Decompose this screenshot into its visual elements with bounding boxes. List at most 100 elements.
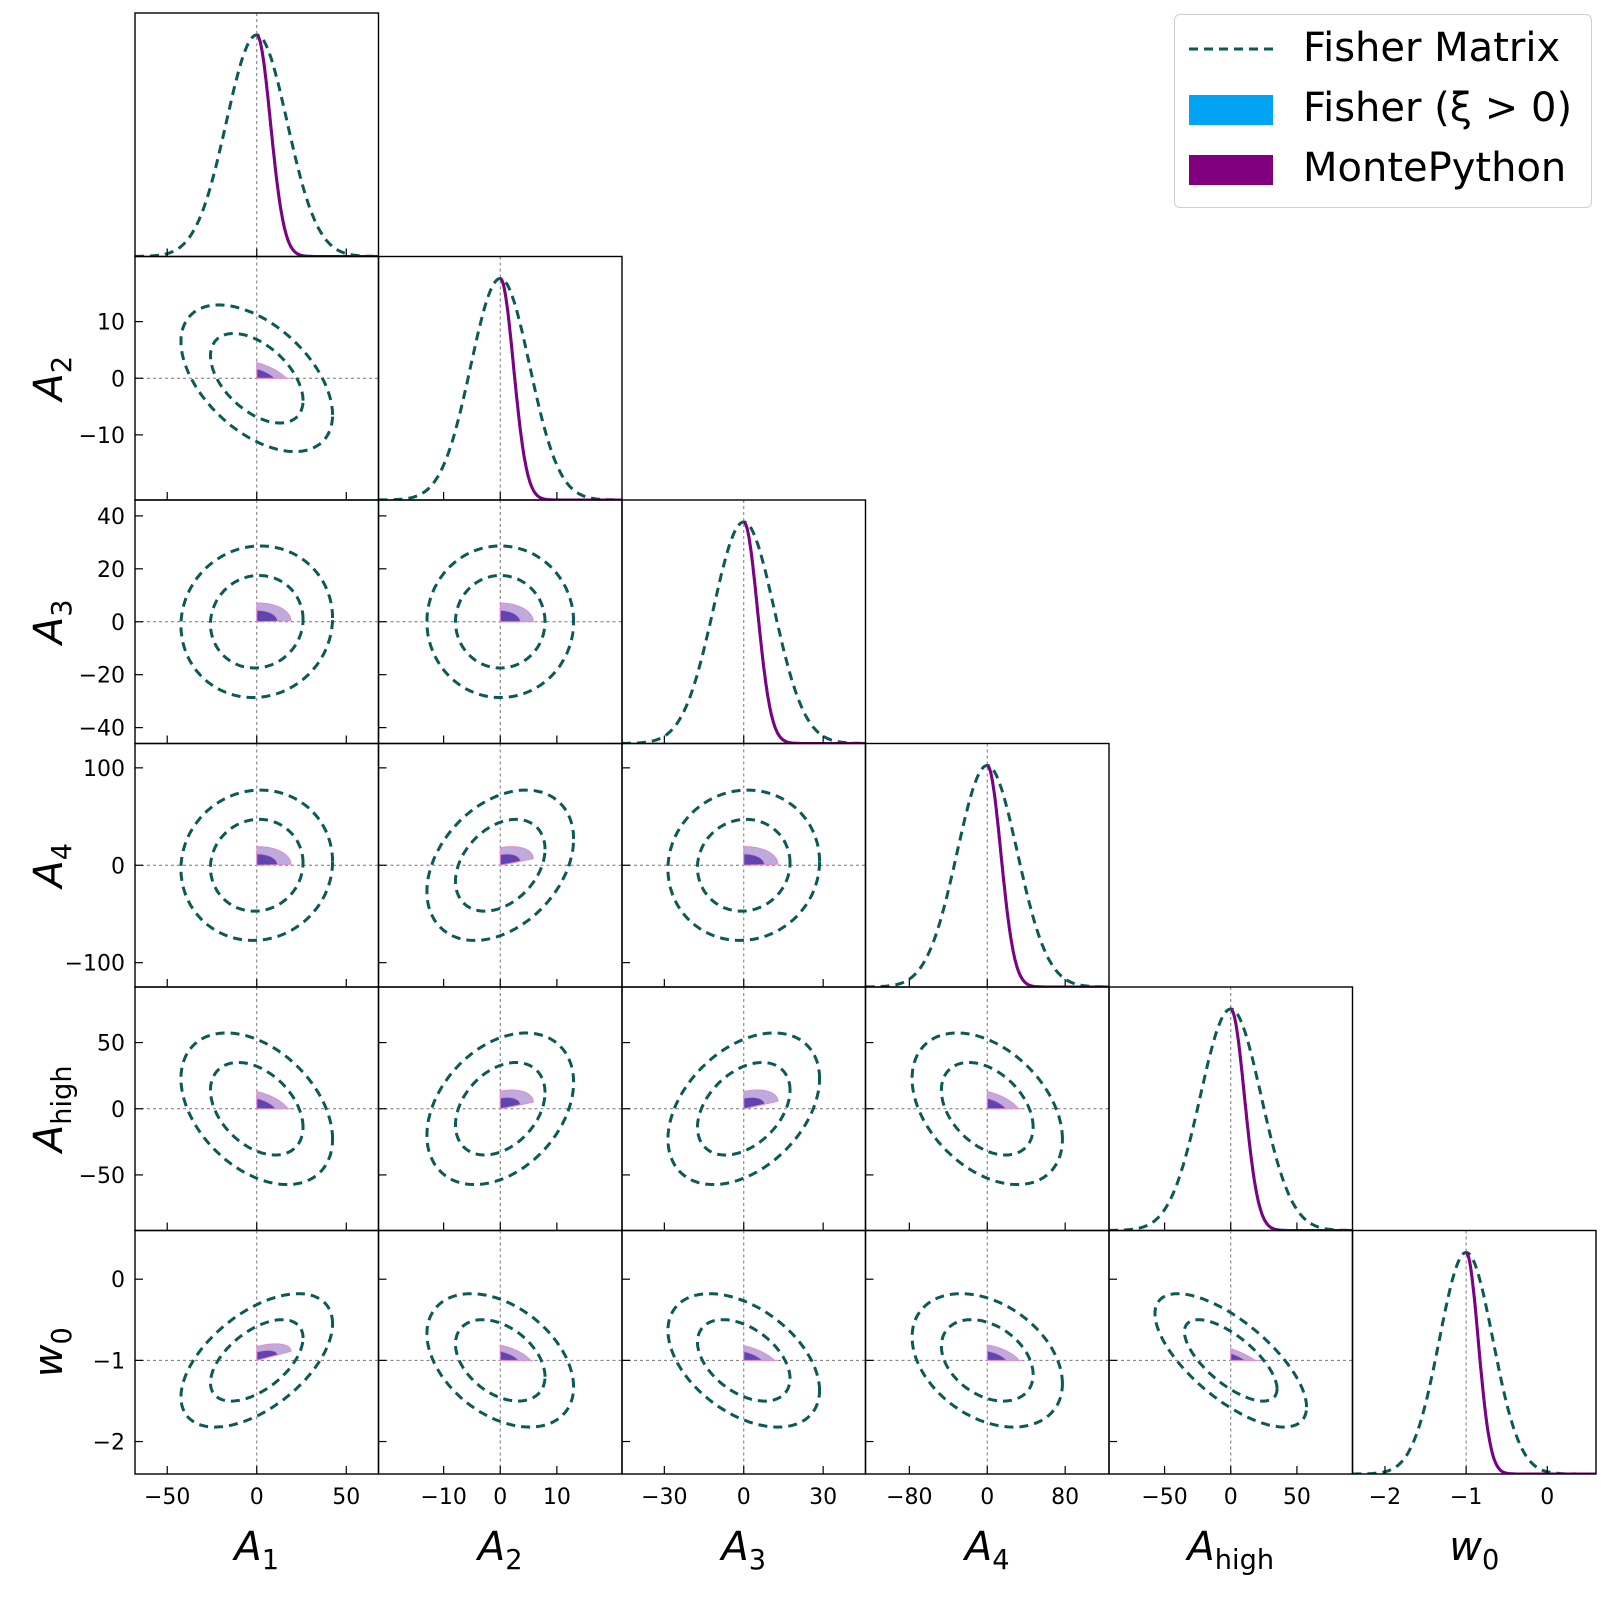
x-tick-label-A1: −50 xyxy=(144,1485,190,1510)
montepython-curve xyxy=(499,277,622,500)
y-tick-label-A4: 0 xyxy=(111,854,125,879)
y-axis-label-A4: A4 xyxy=(26,843,78,891)
x-axis-label-A1: A1 xyxy=(231,1524,279,1576)
fisher-ellipse-2sigma xyxy=(179,303,334,454)
y-tick-label-A3: 20 xyxy=(97,558,125,583)
y-tick-label-Ahigh: 50 xyxy=(97,1032,125,1057)
y-tick-label-A3: −20 xyxy=(79,664,125,689)
panel-A3-w0 xyxy=(622,1230,866,1474)
fisher-ellipse-2sigma xyxy=(1153,1292,1308,1429)
panel-Ahigh-Ahigh xyxy=(1109,987,1353,1231)
panel-frame xyxy=(1351,1229,1597,1475)
montepython-contour-inner xyxy=(256,609,279,623)
x-tick-label-Ahigh: −50 xyxy=(1141,1485,1187,1510)
panel-A3-A3 xyxy=(622,500,866,744)
montepython-contour-inner xyxy=(743,1350,765,1361)
montepython-curve xyxy=(256,33,379,257)
montepython-curve xyxy=(743,520,866,744)
fisher-ellipse-1sigma xyxy=(209,332,305,425)
y-tick-label-Ahigh: 0 xyxy=(111,1098,125,1123)
panel-A2-A2 xyxy=(378,256,622,500)
panel-A1-A3 xyxy=(135,500,379,744)
fisher-ellipse-1sigma xyxy=(454,1061,547,1157)
montepython-contour-inner xyxy=(986,1097,1008,1110)
y-tick-label-A4: −100 xyxy=(65,952,125,977)
fisher-ellipse-1sigma xyxy=(209,574,305,670)
x-tick-label-A2: 10 xyxy=(543,1485,571,1510)
panel-A1-Ahigh xyxy=(135,987,379,1231)
x-tick-label-w0: −1 xyxy=(1450,1485,1482,1510)
montepython-contour-inner xyxy=(256,1097,278,1110)
x-tick-label-A4: −80 xyxy=(886,1485,932,1510)
fisher-ellipse-2sigma xyxy=(666,1031,821,1186)
blue-swatch-icon xyxy=(1189,95,1273,125)
fisher-ellipse-2sigma xyxy=(666,1292,821,1429)
x-tick-label-A4: 80 xyxy=(1051,1485,1079,1510)
fisher-ellipse-1sigma xyxy=(696,1061,792,1157)
panel-w0-w0 xyxy=(1352,1230,1596,1474)
y-tick-label-A4: 100 xyxy=(83,757,125,782)
fisher-ellipse-1sigma xyxy=(696,817,792,913)
panel-A2-Ahigh xyxy=(378,987,622,1231)
fisher-ellipse-2sigma xyxy=(425,544,576,699)
panel-A3-Ahigh xyxy=(622,987,866,1231)
y-tick-label-A2: −10 xyxy=(79,424,125,449)
fisher-ellipse-2sigma xyxy=(910,1292,1064,1429)
x-tick-label-A2: 0 xyxy=(493,1485,507,1510)
fisher-ellipse-1sigma xyxy=(209,817,305,913)
x-tick-label-Ahigh: 50 xyxy=(1283,1485,1311,1510)
x-tick-label-A2: −10 xyxy=(420,1485,466,1510)
legend-entry-fisher-positive: Fisher (ξ > 0) xyxy=(1175,79,1591,139)
legend-label-fisher-positive: Fisher (ξ > 0) xyxy=(1303,85,1573,131)
x-axis-label-w0: w0 xyxy=(1449,1524,1499,1576)
x-tick-label-w0: −2 xyxy=(1369,1485,1401,1510)
fisher-ellipse-1sigma xyxy=(939,1318,1035,1403)
x-tick-label-A3: −30 xyxy=(641,1485,687,1510)
fisher-ellipse-1sigma xyxy=(454,817,547,913)
y-tick-label-A3: 0 xyxy=(111,611,125,636)
montepython-contour-inner xyxy=(256,1349,279,1362)
x-tick-label-A1: 0 xyxy=(250,1485,264,1510)
x-tick-label-A3: 0 xyxy=(737,1485,751,1510)
fisher-ellipse-1sigma xyxy=(454,1318,547,1403)
dashed-line-icon xyxy=(1189,47,1273,51)
fisher-ellipse-1sigma xyxy=(454,574,547,670)
fisher-ellipse-2sigma xyxy=(425,1292,576,1429)
fisher-ellipse-2sigma xyxy=(179,1031,334,1186)
x-axis-label-A4: A4 xyxy=(962,1524,1010,1576)
fisher-ellipse-1sigma xyxy=(1183,1318,1279,1403)
panel-A3-A4 xyxy=(622,743,866,987)
y-axis-label-A2: A2 xyxy=(26,356,78,404)
x-tick-label-w0: 0 xyxy=(1540,1485,1554,1510)
montepython-contour-inner xyxy=(256,368,278,379)
fisher-matrix-curve xyxy=(1352,1250,1596,1474)
purple-swatch-icon xyxy=(1189,155,1273,185)
panel-A2-A4 xyxy=(378,743,622,987)
y-tick-label-A2: 0 xyxy=(111,367,125,392)
montepython-contour-inner xyxy=(743,853,766,866)
panel-A4-Ahigh xyxy=(865,987,1109,1231)
y-axis-label-A3: A3 xyxy=(26,599,78,647)
fisher-ellipse-2sigma xyxy=(666,788,821,942)
fisher-ellipse-1sigma xyxy=(209,1318,305,1403)
legend-entry-montepython: MontePython xyxy=(1175,139,1591,199)
y-tick-label-A2: 10 xyxy=(97,311,125,336)
panel-A4-A4 xyxy=(865,743,1109,987)
x-tick-label-Ahigh: 0 xyxy=(1224,1485,1238,1510)
montepython-curve xyxy=(1230,1007,1353,1231)
fisher-positive-curve xyxy=(1465,1251,1596,1474)
x-axis-label-Ahigh: Ahigh xyxy=(1184,1524,1274,1576)
fisher-ellipse-2sigma xyxy=(179,544,334,699)
panel-A4-w0 xyxy=(865,1230,1109,1474)
y-tick-label-A3: −40 xyxy=(79,717,125,742)
fisher-ellipse-2sigma xyxy=(179,788,334,942)
fisher-ellipse-2sigma xyxy=(179,1292,334,1429)
x-tick-label-A1: 50 xyxy=(332,1485,360,1510)
x-axis-label-A2: A2 xyxy=(475,1524,523,1576)
fisher-ellipse-1sigma xyxy=(696,1318,792,1403)
x-axis-label-A3: A3 xyxy=(718,1524,766,1576)
montepython-contour-inner xyxy=(256,853,279,866)
montepython-curve xyxy=(1465,1251,1596,1474)
montepython-contour-inner xyxy=(1230,1352,1252,1361)
